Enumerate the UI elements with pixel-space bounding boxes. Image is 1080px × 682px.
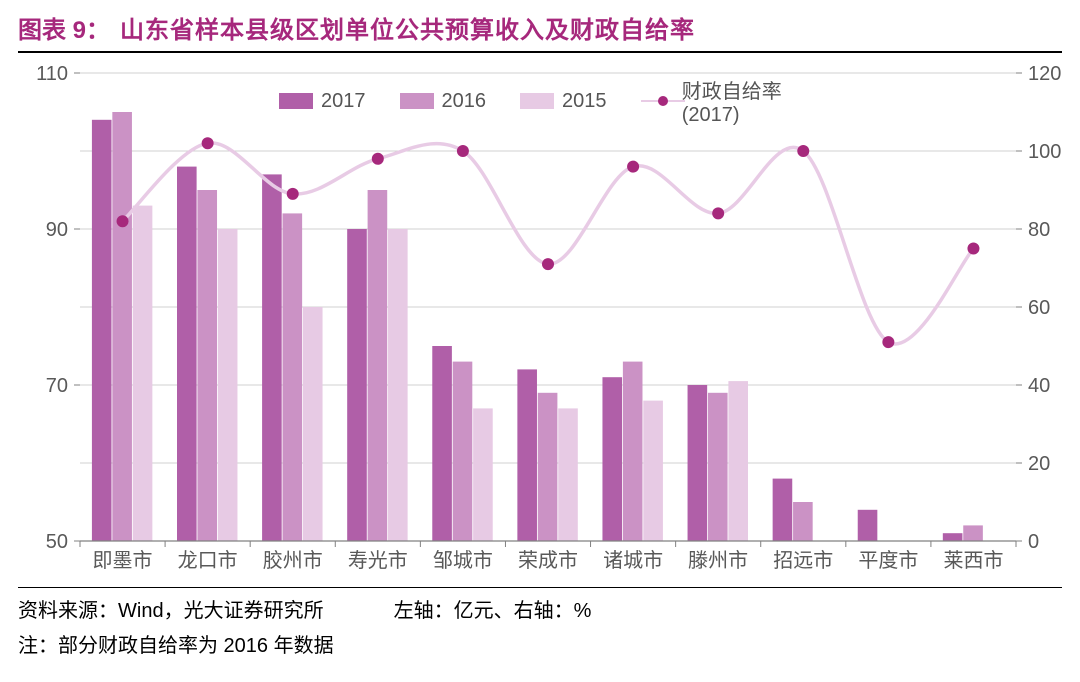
legend-line: 财政自给率(2017) [641, 75, 802, 127]
source-label: 资料来源：Wind，光大证券研究所 [18, 594, 324, 623]
legend-line-label: 财政自给率(2017) [682, 75, 801, 127]
footer-note: 注：部分财政自给率为 2016 年数据 [18, 629, 1062, 658]
svg-text:即墨市: 即墨市 [93, 549, 153, 572]
svg-text:平度市: 平度市 [858, 549, 918, 572]
footer-source-row: 资料来源：Wind，光大证券研究所 左轴：亿元、右轴：% [18, 587, 1062, 623]
svg-text:120: 120 [1028, 63, 1061, 85]
legend-2016-label: 2016 [442, 90, 487, 113]
swatch-2016 [400, 93, 434, 109]
svg-text:80: 80 [1028, 219, 1050, 241]
axis-label: 左轴：亿元、右轴：% [394, 594, 592, 623]
swatch-line [641, 93, 674, 109]
svg-text:90: 90 [46, 219, 68, 241]
legend-2017-label: 2017 [321, 90, 366, 113]
svg-text:莱西市: 莱西市 [943, 549, 1003, 572]
svg-text:龙口市: 龙口市 [178, 549, 238, 572]
svg-text:荣成市: 荣成市 [518, 549, 578, 572]
svg-text:110: 110 [36, 63, 68, 85]
svg-text:70: 70 [46, 375, 68, 397]
svg-text:寿光市: 寿光市 [348, 549, 408, 572]
svg-text:50: 50 [46, 531, 68, 553]
svg-text:20: 20 [1028, 453, 1050, 475]
chart-area: 2017 2016 2015 财政自给率(2017) 50 70 90 110 0 20 4… [18, 61, 1062, 581]
svg-text:诸城市: 诸城市 [603, 549, 663, 572]
chart-title-row: 图表 9： 山东省样本县级区划单位公共预算收入及财政自给率 [18, 10, 1062, 53]
svg-text:滕州市: 滕州市 [688, 549, 748, 572]
svg-text:招远市: 招远市 [773, 549, 833, 572]
legend-2015-label: 2015 [562, 90, 607, 113]
svg-text:邹城市: 邹城市 [433, 549, 493, 572]
legend-2017: 2017 [279, 90, 366, 113]
svg-text:60: 60 [1028, 297, 1050, 319]
svg-text:胶州市: 胶州市 [263, 549, 323, 572]
chart-svg: 50 70 90 110 0 20 40 60 80 100 120 即墨市 龙口市 胶州市 寿光市 邹城市 荣… [18, 61, 1062, 581]
title-main: 山东省样本县级区划单位公共预算收入及财政自给率 [120, 10, 695, 45]
swatch-2017 [279, 93, 313, 109]
legend-2016: 2016 [400, 90, 487, 113]
svg-text:0: 0 [1028, 531, 1039, 553]
legend: 2017 2016 2015 财政自给率(2017) [279, 75, 801, 127]
swatch-2015 [520, 93, 554, 109]
svg-text:40: 40 [1028, 375, 1050, 397]
svg-text:100: 100 [1028, 141, 1061, 163]
title-prefix: 图表 9： [18, 10, 110, 45]
legend-2015: 2015 [520, 90, 607, 113]
